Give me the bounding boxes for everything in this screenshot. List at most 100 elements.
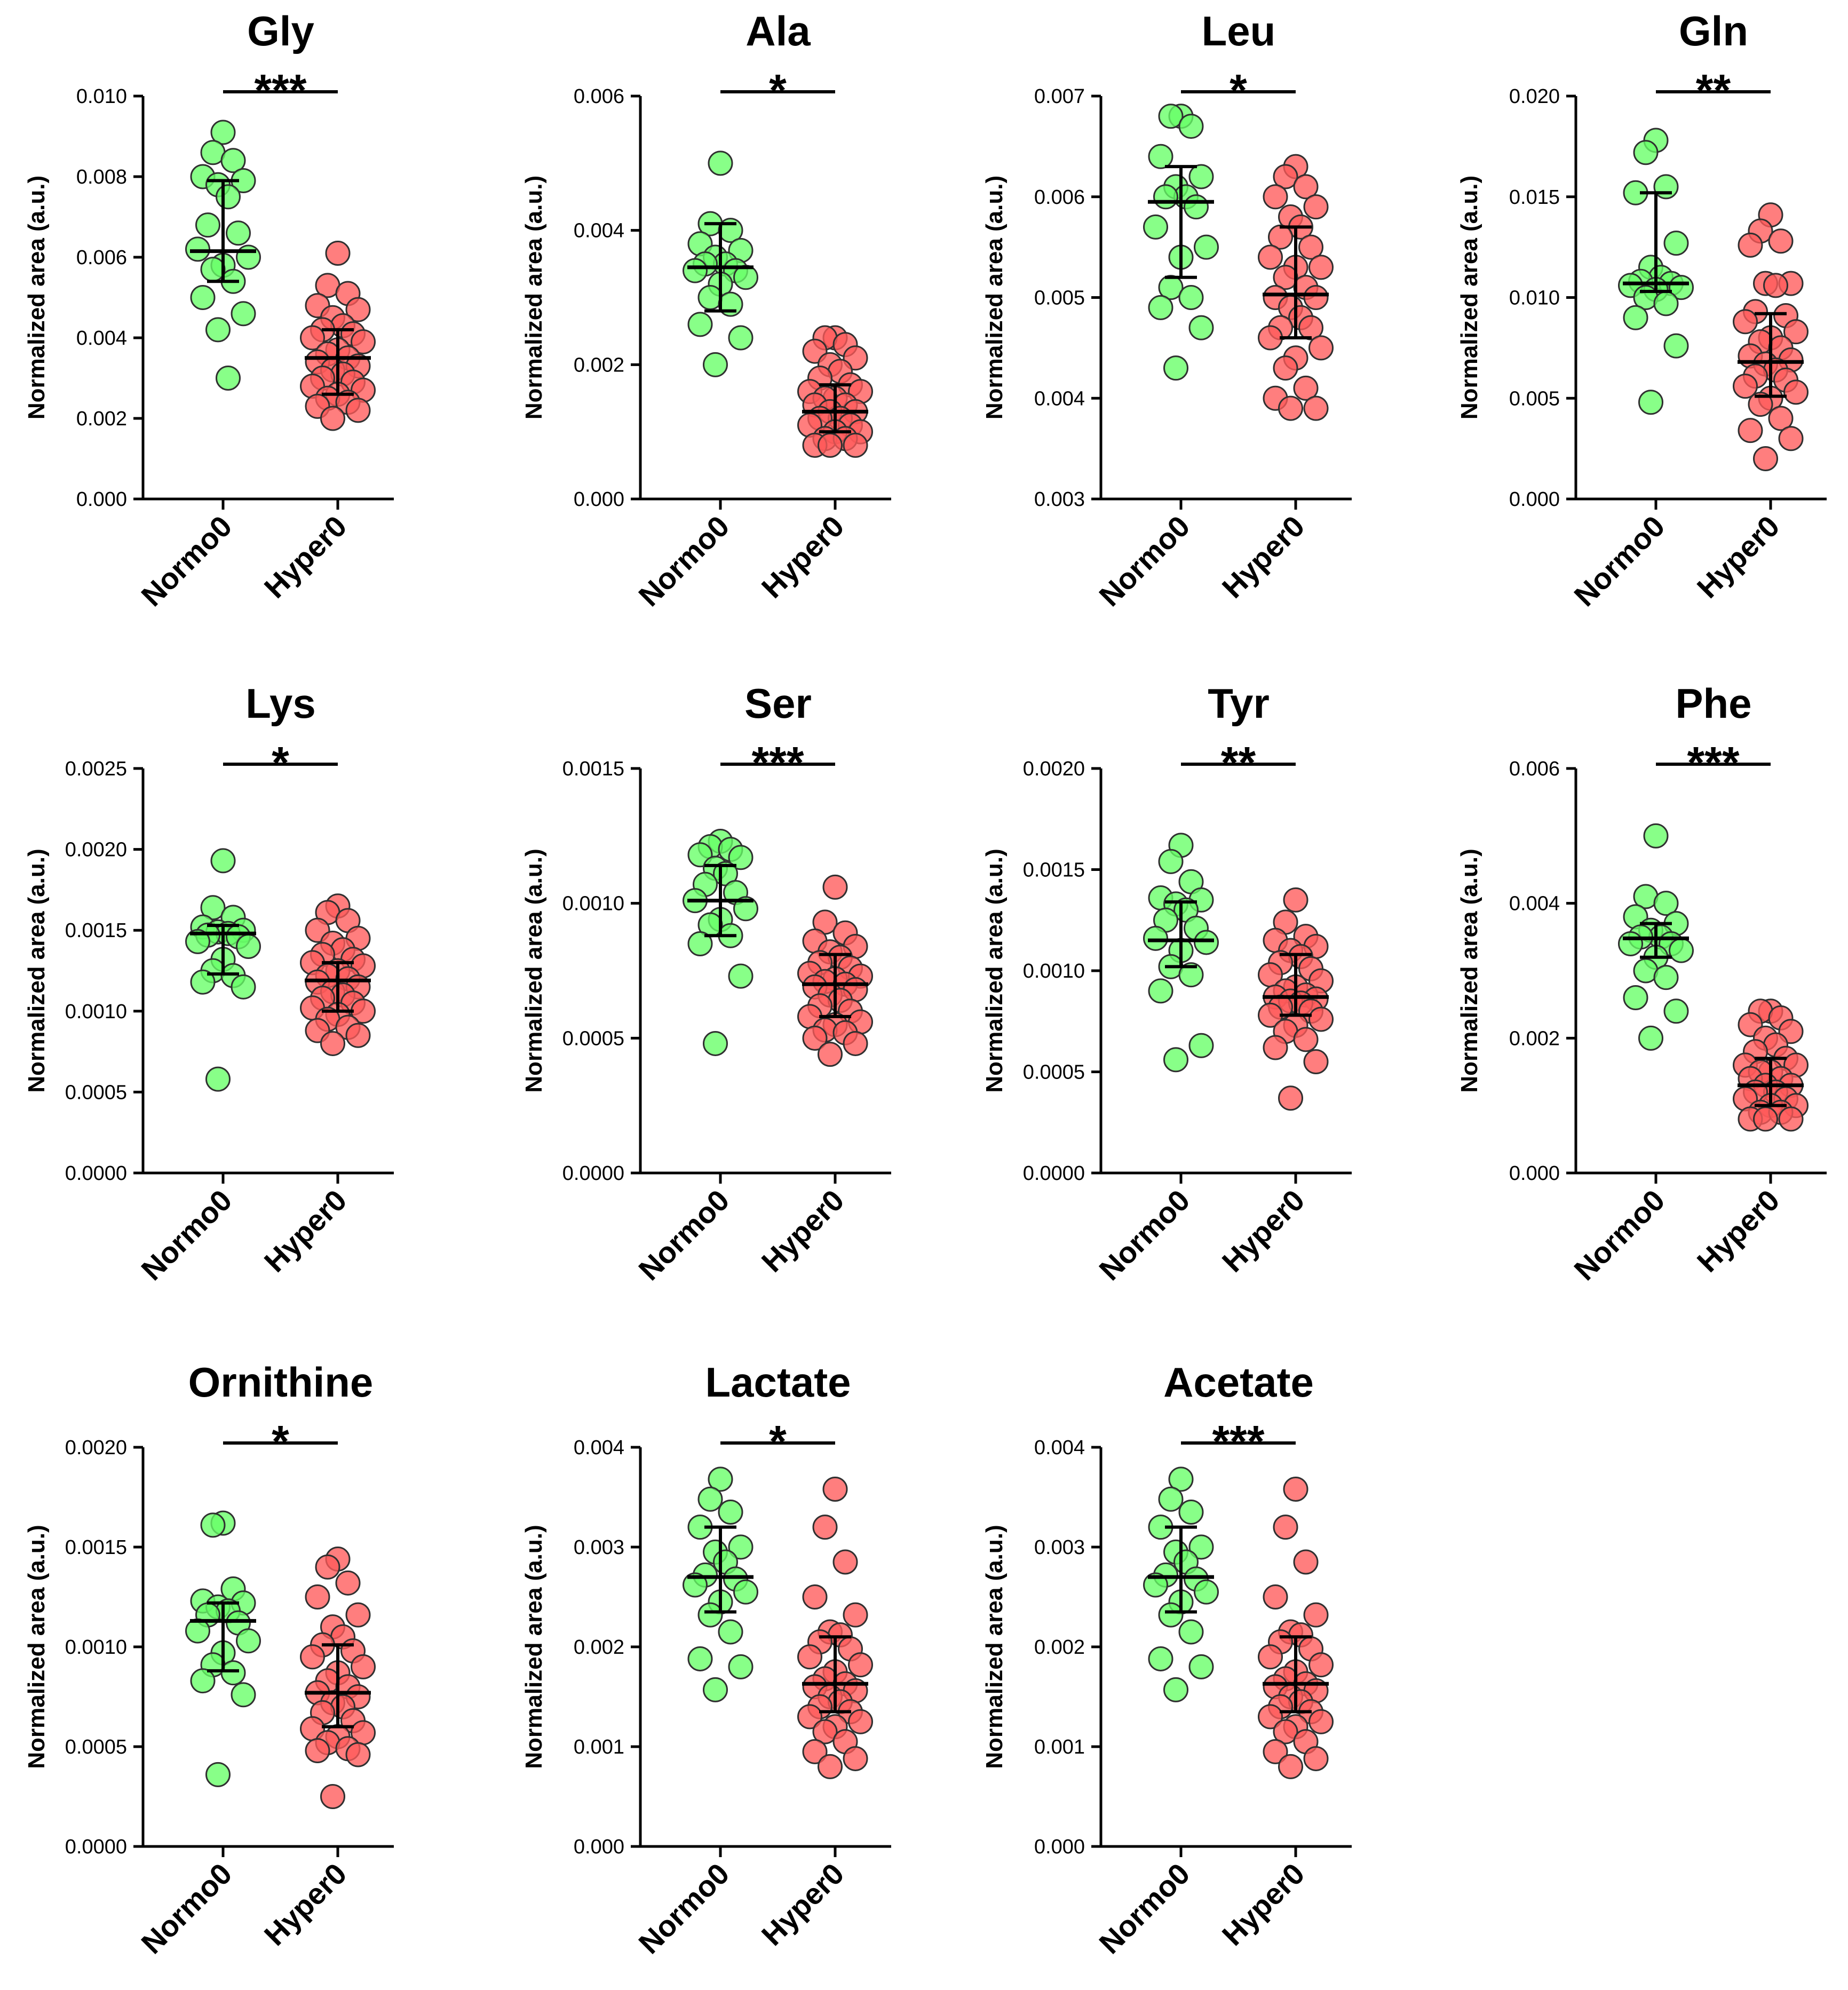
data-point-hyper0 (1273, 164, 1298, 189)
y-tick-label: 0.0005 (1023, 1061, 1085, 1084)
data-point-hyper0 (345, 398, 371, 423)
significance-stars: *** (254, 65, 306, 115)
data-point-hyper0 (1783, 319, 1809, 345)
y-axis-label: Normalized area (a.u.) (23, 849, 50, 1092)
data-point-hyper0 (1768, 406, 1794, 431)
data-point-hyper0 (320, 1030, 345, 1056)
data-point-hyper0 (1303, 1049, 1329, 1075)
y-tick-label: 0.003 (1034, 1536, 1085, 1559)
data-point-normo0 (236, 244, 261, 270)
data-point-hyper0 (1278, 395, 1303, 421)
significance-stars: *** (1212, 1416, 1264, 1466)
data-point-normo0 (1188, 315, 1214, 340)
y-tick-label: 0.010 (76, 85, 127, 108)
y-tick-label: 0.004 (1509, 893, 1560, 915)
significance-stars: *** (1687, 738, 1739, 788)
data-point-hyper0 (1733, 309, 1758, 335)
data-point-normo0 (236, 1628, 261, 1654)
y-tick-label: 0.0020 (1023, 758, 1085, 780)
chart-panel-gly: Gly *** 0.000 0.002 0.004 0.006 0.008 0.010 Norm… (23, 7, 394, 613)
data-point-hyper0 (1303, 1602, 1329, 1628)
data-point-normo0 (1178, 962, 1204, 988)
data-point-normo0 (236, 934, 261, 960)
data-point-normo0 (1188, 1534, 1214, 1560)
y-tick-label: 0.0005 (65, 1736, 127, 1758)
data-point-normo0 (1623, 305, 1648, 330)
data-point-hyper0 (305, 1738, 330, 1763)
data-point-normo0 (190, 285, 216, 310)
y-tick-label: 0.002 (1034, 1636, 1085, 1659)
y-tick-label: 0.006 (1034, 186, 1085, 209)
y-tick-label: 0.0000 (65, 1836, 127, 1858)
data-point-hyper0 (1293, 1549, 1319, 1575)
x-tick-label-normo0: Normo0 (1092, 1183, 1196, 1287)
y-tick-label: 0.0005 (65, 1081, 127, 1104)
x-tick-label-normo0: Normo0 (1092, 509, 1196, 613)
data-point-hyper0 (802, 1584, 828, 1610)
data-point-hyper0 (818, 1754, 843, 1779)
data-point-normo0 (1158, 1602, 1184, 1628)
data-point-hyper0 (843, 432, 868, 458)
data-point-normo0 (728, 1654, 754, 1679)
data-point-hyper0 (1268, 224, 1293, 250)
data-point-hyper0 (1303, 285, 1329, 310)
y-tick-label: 0.006 (76, 247, 127, 269)
data-point-hyper0 (843, 1602, 868, 1628)
data-point-normo0 (1669, 938, 1694, 963)
data-point-normo0 (190, 1668, 216, 1694)
data-point-hyper0 (1763, 273, 1788, 298)
y-tick-label: 0.008 (76, 166, 127, 188)
data-point-hyper0 (1293, 375, 1319, 401)
data-point-hyper0 (1263, 184, 1288, 210)
data-point-normo0 (216, 184, 241, 210)
data-point-normo0 (210, 848, 236, 874)
y-tick-label: 0.003 (574, 1536, 624, 1559)
data-point-normo0 (1188, 164, 1214, 189)
data-point-hyper0 (843, 1030, 868, 1056)
data-point-normo0 (1653, 891, 1679, 916)
data-point-hyper0 (812, 1719, 838, 1745)
significance-stars: * (769, 1416, 787, 1466)
x-tick-label-hyper0: Hyper0 (1216, 1183, 1311, 1279)
data-point-normo0 (733, 1579, 758, 1605)
data-point-normo0 (1163, 1047, 1188, 1073)
data-point-normo0 (697, 1486, 723, 1512)
x-tick-label-hyper0: Hyper0 (755, 509, 851, 605)
chart-title: Ala (745, 7, 811, 54)
data-point-normo0 (1143, 214, 1168, 240)
y-tick-label: 0.0010 (562, 893, 624, 915)
data-point-hyper0 (848, 1709, 873, 1734)
data-point-normo0 (205, 1762, 231, 1787)
data-point-normo0 (683, 258, 708, 283)
significance-stars: * (272, 738, 289, 788)
chart-title: Tyr (1208, 680, 1270, 727)
chart-panel-ala: Ala * 0.000 0.002 0.004 0.006 Normalized area … (521, 7, 891, 613)
y-tick-label: 0.0020 (65, 839, 127, 861)
data-point-normo0 (1194, 234, 1219, 260)
data-point-hyper0 (300, 325, 325, 351)
chart-panel-lactate: Lactate * 0.000 0.001 0.002 0.003 0.004 Normali… (521, 1359, 891, 1960)
data-point-normo0 (718, 1500, 743, 1525)
data-point-hyper0 (1303, 194, 1329, 220)
y-tick-label: 0.0015 (65, 919, 127, 942)
chart-panel-ser: Ser *** 0.0000 0.0005 0.0010 0.0015 Normalized… (521, 680, 891, 1287)
data-point-normo0 (687, 1646, 713, 1671)
data-point-normo0 (185, 236, 210, 262)
data-point-normo0 (1184, 194, 1209, 220)
data-point-normo0 (220, 148, 246, 173)
data-point-hyper0 (1278, 1754, 1303, 1779)
data-point-normo0 (718, 1619, 743, 1645)
data-point-hyper0 (832, 1549, 858, 1575)
data-point-hyper0 (1778, 1106, 1804, 1132)
data-point-normo0 (1188, 1033, 1214, 1058)
data-point-hyper0 (822, 1477, 848, 1502)
data-point-hyper0 (1258, 1704, 1283, 1730)
x-tick-label-hyper0: Hyper0 (755, 1183, 851, 1279)
data-point-normo0 (1158, 849, 1184, 874)
y-axis-label: Normalized area (a.u.) (1456, 849, 1482, 1092)
y-axis-label: Normalized area (a.u.) (521, 849, 547, 1092)
data-point-hyper0 (1273, 355, 1298, 381)
y-tick-label: 0.004 (76, 327, 127, 350)
y-tick-label: 0.004 (574, 220, 624, 242)
x-tick-label-hyper0: Hyper0 (258, 1183, 353, 1279)
